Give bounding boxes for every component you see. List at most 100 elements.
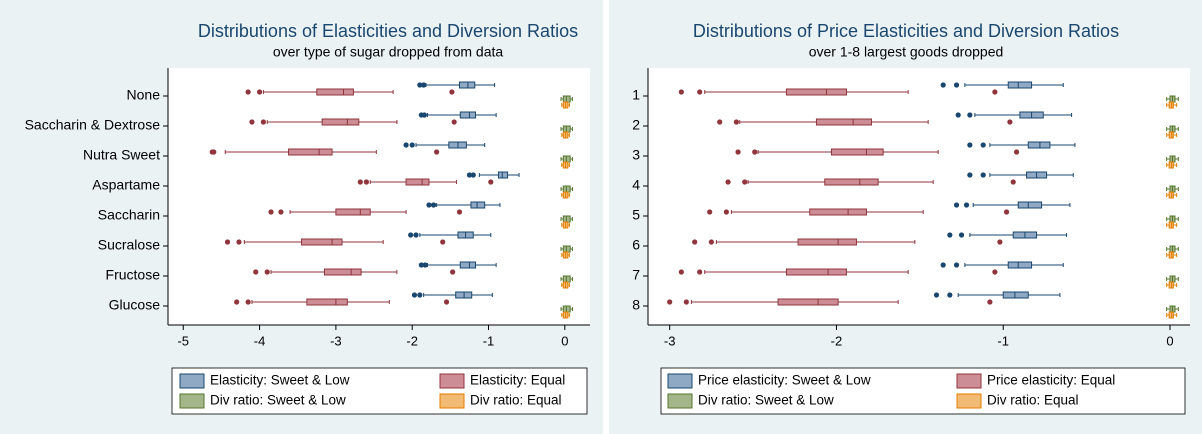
category-label: 8 [632,297,640,313]
box [1007,81,1033,89]
outlier [418,262,424,268]
outlier [403,142,409,148]
box [470,201,486,209]
box [335,208,371,216]
x-tick-label: -3 [664,333,676,348]
outlier [409,142,415,148]
outlier [940,82,946,88]
box [321,118,360,126]
outlier [1010,179,1016,185]
outlier [456,209,463,215]
box [1027,141,1051,149]
box [785,268,847,276]
legend-swatch [179,373,205,389]
outlier [211,149,217,155]
legend-label: Div ratio: Sweet & Low [210,393,346,408]
outlier [450,269,456,275]
box [459,81,476,89]
legend-label: Div ratio: Sweet & Low [698,393,834,408]
outlier [466,172,473,178]
category-label: Glucose [109,297,161,313]
category-label: 6 [632,237,640,253]
outlier [470,172,476,178]
outlier [1013,149,1020,155]
box [809,208,867,216]
outlier [443,299,450,305]
outlier [245,89,251,95]
outlier [256,89,263,95]
box [785,88,847,96]
box [824,178,879,186]
outlier [752,149,758,155]
category-label: Aspartame [92,177,160,193]
outlier [697,269,703,275]
category-label: 7 [632,267,640,283]
outlier [692,239,698,245]
legend-label: Price elasticity: Sweet & Low [698,373,871,388]
outlier [992,89,998,95]
outlier [440,239,446,245]
outlier [363,179,370,185]
outlier [683,299,689,305]
outlier [958,232,965,238]
outlier [421,112,428,118]
category-label: 4 [632,177,640,193]
outlier [967,142,973,148]
x-tick-label: -1 [997,333,1009,348]
outlier [1003,209,1010,215]
outlier [264,269,270,275]
category-label: Fructose [106,267,161,283]
category-label: Saccharin & Dextrose [25,117,161,133]
outlier [967,172,973,178]
outlier [953,82,960,88]
chart-subtitle: over 1-8 largest goods dropped [809,44,1004,60]
outlier [678,89,684,95]
x-tick-label: -2 [406,333,418,348]
legend-label: Div ratio: Equal [470,393,562,408]
outlier [253,269,259,275]
outlier [278,209,284,215]
outlier [417,82,423,88]
box [316,88,354,96]
outlier [955,112,961,118]
outlier [268,209,274,215]
outlier [742,179,748,185]
outlier [708,239,714,245]
outlier [667,299,673,305]
chart-title: Distributions of Price Elasticities and … [693,21,1119,41]
outlier [717,119,723,125]
x-tick-label: -2 [831,333,843,348]
plot-region [168,68,590,325]
outlier [421,82,427,88]
legend-swatch [667,373,693,389]
outlier [980,142,986,148]
legend-label: Price elasticity: Equal [987,373,1115,388]
legend-label: Div ratio: Equal [987,393,1079,408]
box [459,261,477,269]
outlier [967,112,973,118]
box [1017,201,1043,209]
chart-subtitle: over type of sugar dropped from data [273,44,504,60]
outlier [408,232,414,238]
x-tick-label: -5 [177,333,189,348]
x-tick-label: 0 [561,333,568,348]
box [497,171,509,179]
box [830,148,884,156]
outlier [953,262,960,268]
outlier [707,209,713,215]
outlier [426,202,432,208]
box [815,118,872,126]
category-label: 1 [632,87,640,103]
outlier [947,292,953,298]
outlier [953,202,960,208]
outlier [260,119,266,125]
outlier [449,89,455,95]
outlier [451,119,457,125]
box [288,148,333,156]
outlier [236,239,242,245]
outlier [992,269,998,275]
category-label: 3 [632,147,640,163]
legend-label: Elasticity: Sweet & Low [210,373,350,388]
category-label: None [127,87,161,103]
